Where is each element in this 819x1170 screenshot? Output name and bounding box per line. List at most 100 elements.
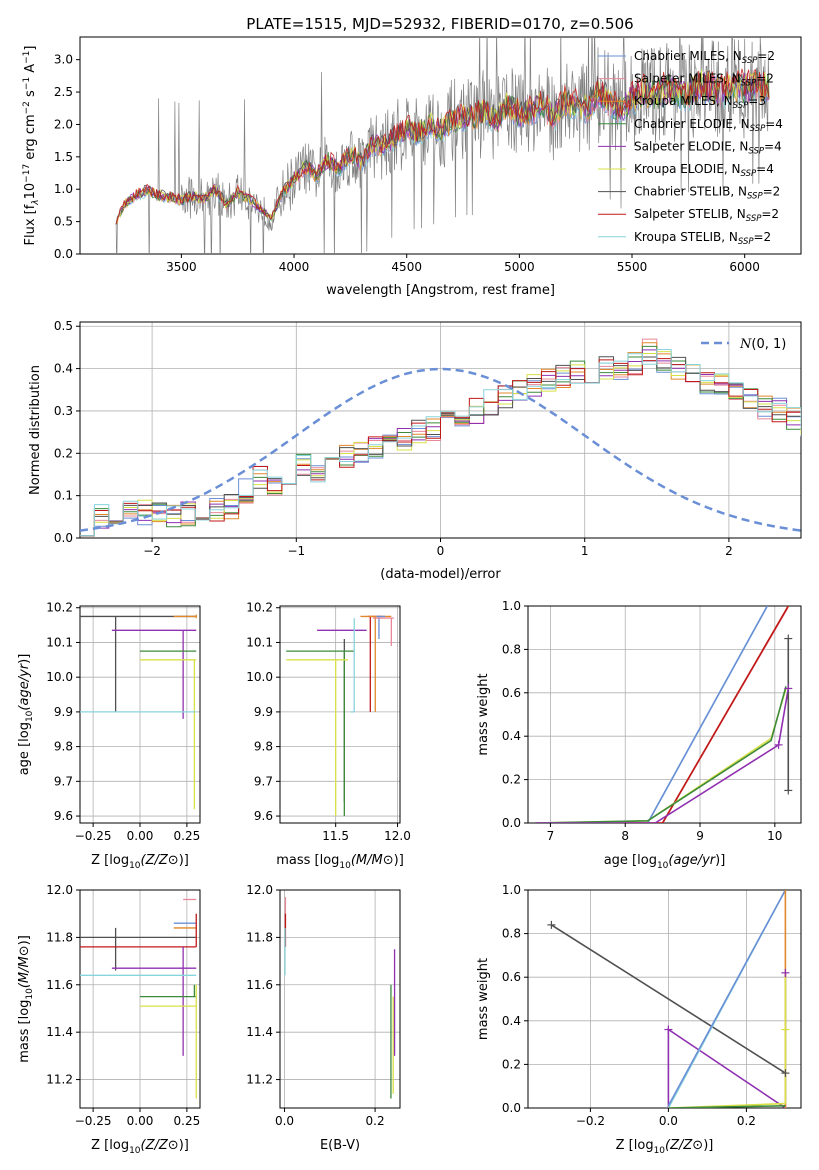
legend-label: Chabrier MILES, NSSP=2 bbox=[634, 49, 775, 66]
y-tick-label: 10.1 bbox=[46, 635, 73, 649]
y-tick-label: 0.5 bbox=[54, 215, 73, 229]
y-tick-label: 10.2 bbox=[246, 601, 273, 615]
label-sub: 10 bbox=[129, 861, 141, 871]
model-spectrum-line bbox=[115, 67, 770, 224]
x-axis-label: age [log10(age/yr)] bbox=[604, 853, 726, 871]
x-tick-label: 8 bbox=[621, 829, 629, 843]
label-sub: λ bbox=[31, 199, 41, 205]
y-tick-label: 9.9 bbox=[254, 705, 273, 719]
age-vs-mass-panel: 11.5 12.0 9.6 9.7 9.8 9.9 10.0 10.1 10.2 mass [lo… bbox=[246, 601, 411, 871]
residual-histogram-line bbox=[80, 356, 801, 537]
legend-label-main: Salpeter ELODIE, N bbox=[634, 139, 748, 153]
y-tick-label: 0.0 bbox=[502, 816, 521, 830]
weight-series-line bbox=[535, 606, 789, 823]
residuals-panel: −2 −1 0 1 2 0.0 0.1 0.2 0.3 0.4 0.5 N(0, 1) (data-mo… bbox=[28, 319, 802, 582]
legend-label-tail: =4 bbox=[765, 117, 783, 131]
legend-label-sub: SSP bbox=[748, 146, 764, 156]
x-tick-label: 9 bbox=[696, 829, 704, 843]
label-sub: 10 bbox=[25, 710, 35, 722]
label-sup: −2 bbox=[22, 101, 32, 114]
mass_vs_Z-plot-area bbox=[80, 898, 197, 1099]
label-part: )] bbox=[17, 654, 32, 664]
legend-label: Kroupa MILES, NSSP=3 bbox=[634, 94, 766, 111]
legend-label: Kroupa STELIB, NSSP=2 bbox=[634, 230, 771, 247]
x-tick-label: 0.0 bbox=[275, 1114, 294, 1128]
x-axis-label: Z [log10(Z/Z⊙)] bbox=[616, 1138, 714, 1156]
legend-label-main: Kroupa MILES, N bbox=[634, 94, 733, 108]
x-tick-label: 0.00 bbox=[127, 1114, 154, 1128]
x-tick-label: 7 bbox=[547, 829, 555, 843]
residuals-legend: N(0, 1) bbox=[701, 337, 786, 352]
label-part: Z [log bbox=[91, 1138, 129, 1153]
label-part: erg cm bbox=[23, 114, 38, 163]
y-tick-label: 1.0 bbox=[502, 599, 521, 613]
weight-series-line bbox=[667, 972, 787, 1108]
x-tick-label: 12.0 bbox=[384, 829, 411, 843]
x-tick-label: 0.0 bbox=[659, 1114, 678, 1128]
label-part: (Z/Z⊙ bbox=[141, 1138, 179, 1153]
label-part: (Z/Z⊙ bbox=[141, 853, 179, 868]
y-tick-label: 0.4 bbox=[502, 729, 521, 743]
label-part: )] bbox=[703, 1138, 713, 1153]
y-tick-label: 10.1 bbox=[246, 635, 273, 649]
y-tick-label: 9.9 bbox=[54, 705, 73, 719]
label-part: )] bbox=[179, 1138, 189, 1153]
weight-series-line bbox=[550, 924, 786, 1074]
label-part: (age/yr bbox=[668, 853, 716, 868]
x-tick-label: −0.25 bbox=[75, 1114, 112, 1128]
model-spectrum-line bbox=[115, 69, 770, 225]
y-tick-label: 0.0 bbox=[54, 247, 73, 261]
x-tick-label: 5000 bbox=[504, 260, 535, 274]
x-tick-label: 0.2 bbox=[366, 1114, 385, 1128]
legend-label-sub: SSP bbox=[741, 169, 757, 179]
legend-label-tail: =2 bbox=[757, 49, 775, 63]
label-part: (M/M⊙ bbox=[17, 945, 32, 988]
residual-histogram-line bbox=[80, 351, 801, 537]
legend-label-tail: =2 bbox=[761, 207, 779, 221]
y-tick-label: 10.0 bbox=[246, 670, 273, 684]
x-tick-label: 0 bbox=[437, 544, 445, 558]
y-tick-label: 0.3 bbox=[54, 404, 73, 418]
weight-series-line bbox=[535, 606, 769, 823]
weight-series-line bbox=[535, 688, 790, 823]
legend-label: N(0, 1) bbox=[739, 337, 786, 352]
label-part: (M/M⊙ bbox=[351, 853, 394, 868]
y-axis-label: age [log10(age/yr)] bbox=[17, 654, 35, 776]
x-axis-label: Z [log10(Z/Z⊙)] bbox=[91, 853, 189, 871]
legend-label-sub: SSP bbox=[747, 192, 763, 202]
label-part: )] bbox=[715, 853, 725, 868]
y-tick-label: 0.2 bbox=[54, 446, 73, 460]
mass-vs-ebv-panel: 0.0 0.2 11.2 11.4 11.6 11.8 12.0 E(B-V) bbox=[246, 883, 401, 1153]
legend-label-main: Kroupa STELIB, N bbox=[634, 230, 738, 244]
age_vs_Z-plot-area bbox=[80, 614, 197, 810]
y-tick-label: 9.6 bbox=[254, 809, 273, 823]
label-sub: 10 bbox=[129, 1146, 141, 1156]
legend-label-symbol: N bbox=[739, 337, 752, 352]
y-tick-label: 0.6 bbox=[502, 970, 521, 984]
y-tick-label: 3.0 bbox=[54, 53, 73, 67]
y-axis-label: mass [log10(M/M⊙)] bbox=[17, 935, 35, 1063]
x-axis-label: wavelength [Angstrom, rest frame] bbox=[326, 283, 555, 298]
axes-frame bbox=[79, 36, 802, 255]
y-tick-label: 12.0 bbox=[46, 883, 73, 897]
x-tick-label: 0.25 bbox=[174, 829, 201, 843]
y-tick-label: 11.4 bbox=[246, 1025, 273, 1039]
legend-label-sub: SSP bbox=[750, 124, 766, 134]
legend-label-sub: SSP bbox=[733, 101, 749, 111]
legend-label-sub: SSP bbox=[738, 237, 754, 247]
y-tick-label: 1.5 bbox=[54, 150, 73, 164]
label-part: Flux [f bbox=[23, 204, 38, 245]
legend-label: Chabrier STELIB, NSSP=2 bbox=[634, 185, 780, 202]
y-tick-label: 0.4 bbox=[502, 1014, 521, 1028]
y-tick-label: 0.6 bbox=[502, 686, 521, 700]
y-tick-label: 11.4 bbox=[46, 1025, 73, 1039]
x-tick-label: 11.5 bbox=[322, 829, 349, 843]
legend-label-sub: SSP bbox=[741, 79, 757, 89]
weight_vs_Z-plot-area bbox=[547, 890, 790, 1108]
y-tick-label: 11.8 bbox=[246, 930, 273, 944]
residual-histogram-line bbox=[80, 342, 801, 537]
legend-label-tail: =2 bbox=[756, 72, 774, 86]
weight-series-line bbox=[667, 890, 787, 1107]
x-tick-label: 6000 bbox=[729, 260, 760, 274]
